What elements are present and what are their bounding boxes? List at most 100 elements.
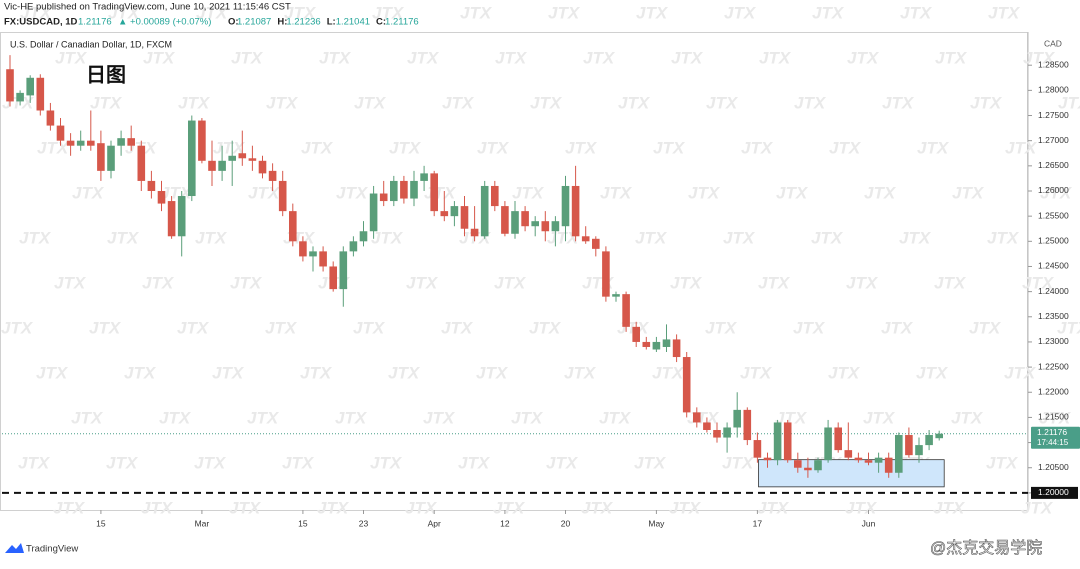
candle-body [218,160,226,171]
candle-body [97,143,105,171]
watermark: JTX [864,183,897,202]
watermark: JTX [512,183,545,202]
candle-body [743,409,752,441]
candle-body [228,155,236,161]
watermark: JTX [143,48,176,67]
candle-body [258,160,267,174]
y-tick-label: 1.25500 [1038,210,1069,220]
watermark: JTX [195,228,228,247]
candle-body [592,238,600,249]
candle-body [339,251,348,290]
y-tick-label: 1.20000 [1038,487,1069,497]
watermark: JTX [511,408,544,427]
watermark: JTX [424,183,457,202]
tick-label-box [1031,486,1078,499]
watermark: JTX [372,3,405,22]
candle-body [763,457,772,461]
candle-body [188,120,196,197]
candle-body [854,457,863,461]
watermark: JTX [828,363,861,382]
x-tick-label: 12 [500,518,510,528]
candle-body [713,429,721,438]
y-tick-label: 1.23000 [1038,336,1069,346]
ohlc-value: 1.21236 [286,17,320,28]
candle-body [571,185,580,237]
y-tick-label: 1.21500 [1038,412,1069,422]
candle-body [581,236,590,242]
candle-body [309,251,317,257]
candle-body [117,138,125,146]
watermark: JTX [829,138,862,157]
watermark: JTX [282,453,315,472]
watermark: JTX [530,93,563,112]
watermark: JTX [336,183,369,202]
watermark: JTX [793,318,826,337]
candle-body [157,190,166,204]
zone [758,459,945,488]
watermark: JTX [441,318,474,337]
watermark: JTX [371,228,404,247]
ohlc-value: 1.21176 [385,17,419,28]
candle-body [723,427,731,438]
candle-body [268,170,277,181]
candle-body [56,125,65,141]
watermark: JTX [407,48,440,67]
y-tick-label: 1.26500 [1038,160,1069,170]
y-tick-label: 1.25000 [1038,236,1069,246]
watermark: JTX [933,498,966,517]
candle-body [440,211,449,217]
watermark: JTX [776,183,809,202]
watermark: JTX [89,318,122,337]
candle-body [177,196,186,237]
candle-body [460,206,469,229]
watermark: JTX [740,363,773,382]
candle-body [26,77,34,96]
watermark: JTX [636,3,669,22]
candle-body [369,193,378,232]
watermark: JTX [881,318,914,337]
watermark: JTX [812,3,845,22]
watermark: JTX [36,363,69,382]
candle-body [278,180,287,212]
watermark: JTX [54,273,87,292]
watermark: JTX [952,183,985,202]
candle-body [430,173,438,212]
candle-body [824,427,832,461]
candle-body [450,206,459,217]
ohlc-value: 1.21041 [336,17,370,28]
x-tick-label: 15 [298,518,308,528]
candle-body [541,221,550,232]
watermark: JTX [846,273,879,292]
candle-body [46,110,55,126]
credit: @杰克交易学院 [930,539,1042,557]
ohlc-key: C: [376,17,386,28]
candle-body [551,221,560,232]
watermark: JTX [775,408,808,427]
watermark: JTX [969,318,1002,337]
candle-body [632,326,640,342]
candle-body [127,138,135,146]
candle-body [925,435,933,446]
candle-body [390,180,398,202]
candle-body [16,92,24,102]
watermark: JTX [178,93,211,112]
ohlc-key: H: [277,17,287,28]
candle-body [773,422,782,461]
watermark: JTX [618,93,651,112]
candle-body [491,185,499,207]
watermark: JTX [1004,363,1037,382]
watermark: JTX [370,453,403,472]
watermark: JTX [600,183,633,202]
watermark: JTX [266,93,299,112]
watermark: JTX [319,48,352,67]
publisher: Vic-HE published on TradingView.com, Jun… [4,2,291,13]
watermark: JTX [107,228,140,247]
candle-body [864,460,873,463]
watermark: JTX [20,3,53,22]
watermark: JTX [53,498,86,517]
candle-body [107,145,115,171]
candle-body [147,180,156,191]
watermark: JTX [106,453,139,472]
watermark: JTX [388,363,421,382]
